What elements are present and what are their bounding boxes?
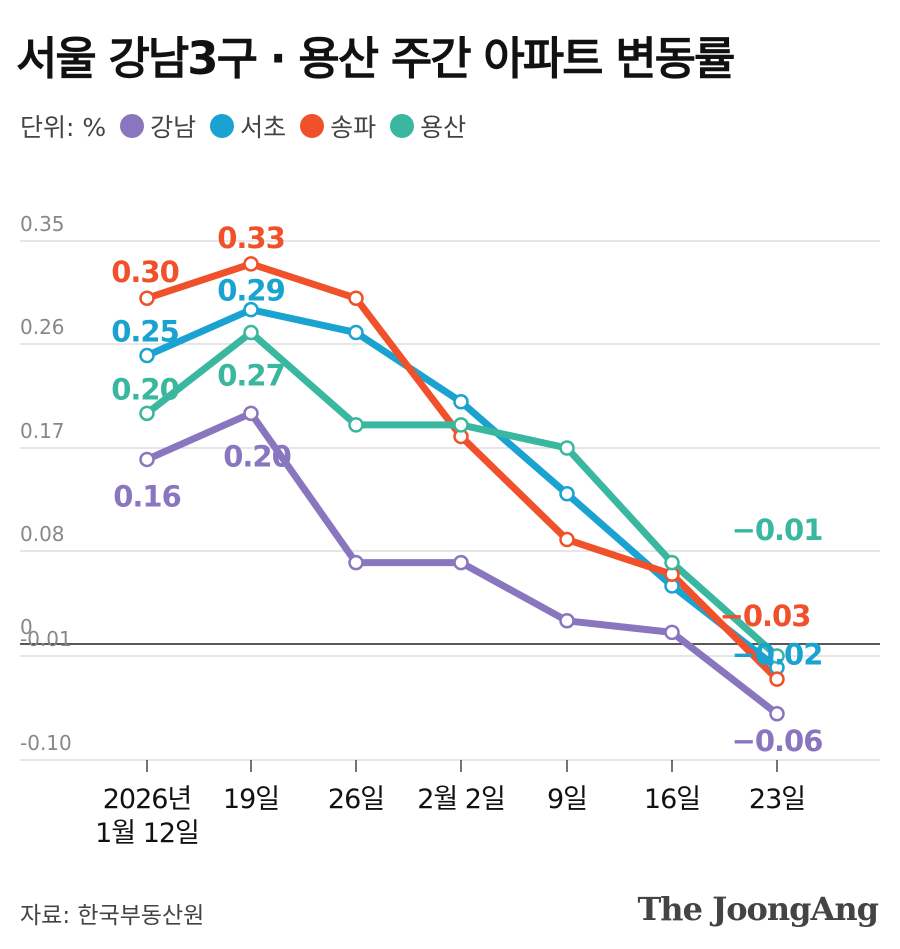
data-label-songpa: −0.03 (720, 599, 811, 633)
x-tick-label: 19일 (223, 784, 279, 815)
data-label-gangnam: −0.06 (732, 724, 823, 758)
data-point-yongsan (243, 324, 259, 341)
legend-item-yongsan: 용산 (390, 108, 466, 144)
data-point-songpa (348, 290, 364, 306)
legend-item-seocho: 서초 (210, 108, 286, 144)
data-point-gangnam (348, 554, 364, 571)
data-label-songpa: 0.33 (217, 221, 285, 255)
data-point-gangnam (559, 613, 575, 629)
data-label-seocho: 0.25 (111, 315, 179, 349)
x-tick-label: 16일 (644, 784, 700, 815)
source-note: 자료: 한국부동산원 (20, 903, 205, 929)
y-tick-label: -0.10 (20, 731, 72, 755)
x-tick-label: 2월 2일 (417, 784, 505, 815)
legend-swatch-gangnam (120, 114, 145, 138)
data-point-seocho (348, 324, 364, 341)
data-point-songpa (559, 531, 575, 548)
data-point-gangnam (453, 554, 469, 571)
legend-label-yongsan: 용산 (420, 113, 467, 142)
y-tick-label: 0 (20, 615, 33, 639)
data-point-yongsan (559, 440, 575, 456)
data-label-seocho: −0.02 (732, 638, 823, 672)
chart-title: 서울 강남3구 · 용산 주간 아파트 변동률 (16, 32, 735, 85)
legend-label-songpa: 송파 (330, 113, 377, 142)
x-tick-label: 26일 (328, 784, 384, 815)
legend-item-gangnam: 강남 (120, 108, 196, 144)
publisher-logo: The JoongAng (637, 890, 879, 928)
x-tick-label: 2026년 1월 12일 (95, 784, 199, 849)
legend-swatch-songpa (300, 114, 325, 138)
data-point-yongsan (453, 417, 469, 433)
y-tick-label: 0.17 (20, 419, 65, 443)
legend-swatch-seocho (210, 114, 235, 138)
data-point-gangnam (243, 405, 259, 422)
data-label-yongsan: −0.01 (732, 513, 823, 547)
data-point-gangnam (769, 706, 785, 722)
data-point-seocho (453, 394, 469, 410)
data-point-yongsan (664, 554, 680, 571)
data-point-gangnam (664, 624, 680, 641)
data-label-songpa: 0.30 (111, 255, 179, 289)
data-point-seocho (139, 347, 155, 364)
data-point-seocho (243, 301, 259, 318)
data-label-seocho: 0.29 (217, 274, 285, 308)
x-tick-label: 9일 (547, 784, 587, 815)
data-point-songpa (243, 256, 259, 272)
legend-swatch-yongsan (390, 114, 415, 138)
data-point-yongsan (139, 405, 155, 422)
legend-item-songpa: 송파 (300, 108, 376, 144)
data-point-yongsan (348, 417, 364, 433)
data-label-yongsan: 0.27 (217, 359, 285, 393)
data-point-seocho (559, 486, 575, 502)
data-point-songpa (139, 290, 155, 306)
x-tick-label: 23일 (749, 784, 805, 815)
data-label-yongsan: 0.20 (111, 372, 179, 406)
y-tick-label: 0.35 (20, 212, 65, 236)
y-tick-label: -0.01 (20, 627, 72, 651)
data-label-gangnam: 0.16 (113, 479, 181, 513)
data-point-songpa (769, 671, 785, 687)
unit-label: 단위: % (20, 113, 107, 142)
line-chart: 0.35 0.26 0.17 0.08 0-0.01 -0.10 2026년 1월 12일 19… (20, 212, 880, 849)
legend-label-gangnam: 강남 (150, 113, 197, 142)
data-point-gangnam (139, 451, 155, 468)
data-point-yongsan (769, 648, 785, 664)
legend: 단위: % 강남 서초 송파 용산 (20, 108, 480, 144)
y-tick-label: 0.26 (20, 315, 65, 339)
legend-label-seocho: 서초 (240, 113, 287, 142)
y-tick-label: 0.08 (20, 522, 65, 546)
data-label-gangnam: 0.20 (223, 439, 291, 473)
